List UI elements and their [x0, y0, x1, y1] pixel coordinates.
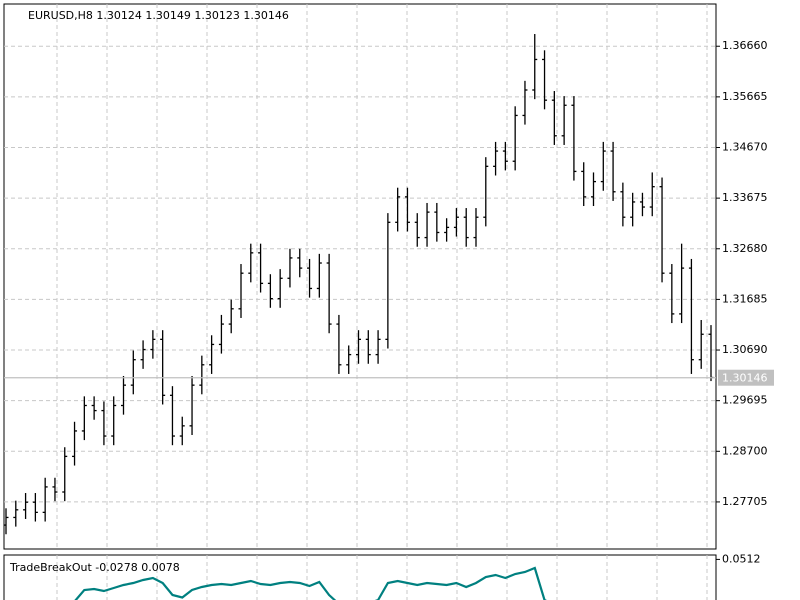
indicator-pane: [3, 554, 717, 600]
indicator-title: TradeBreakOut -0.0278 0.0078: [9, 561, 180, 574]
price-tick-label: 1.27705: [722, 495, 768, 508]
price-tick-label: 1.32680: [722, 242, 768, 255]
price-tick-label: 1.30690: [722, 343, 768, 356]
price-axis: 1.36660 1.35665 1.34670 1.33675 1.32680 1.316…: [716, 39, 774, 565]
last-price-box: [718, 369, 774, 386]
price-tick-label: 1.35665: [722, 90, 768, 103]
price-tick-label: 1.29695: [722, 394, 768, 407]
price-tick-label: 0.0512: [722, 552, 761, 565]
chart-title: EURUSD,H8 1.30124 1.30149 1.30123 1.3014…: [28, 9, 289, 22]
price-tick-label: 1.31685: [722, 292, 768, 305]
price-tick-label: 1.34670: [722, 141, 768, 154]
price-tick-label: 1.33675: [722, 191, 768, 204]
price-tick-label: 1.36660: [722, 39, 768, 52]
last-price-label: 1.30146: [722, 372, 768, 385]
main-plot: [4, 4, 716, 549]
indicator-line: [74, 566, 547, 600]
indicator-plot: [56, 555, 708, 600]
price-tick-label: 1.28700: [722, 444, 768, 457]
main-pane: [3, 3, 717, 550]
